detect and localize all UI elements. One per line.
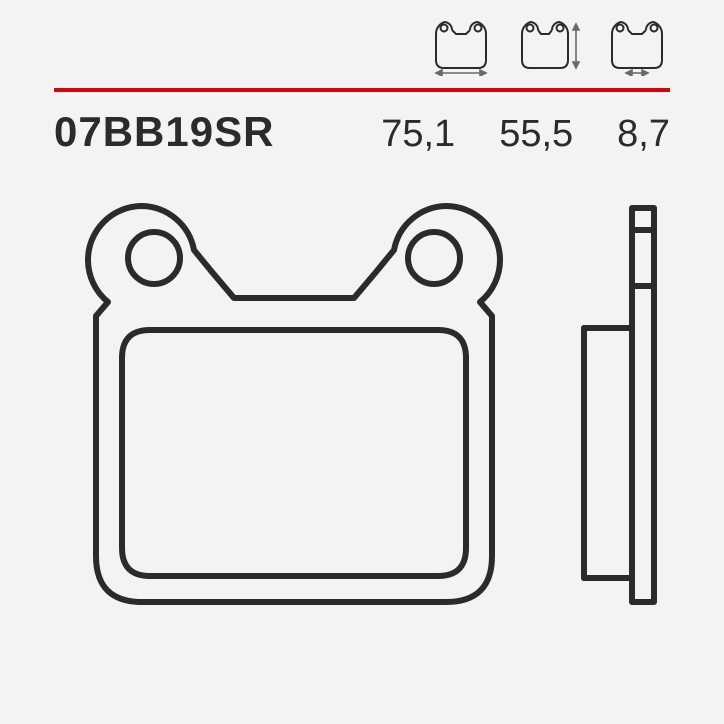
- header-dimension-icons: [430, 18, 668, 76]
- red-divider: [54, 88, 670, 92]
- dim-height: 55,5: [499, 113, 573, 156]
- technical-drawing: [54, 200, 670, 680]
- height-dim-icon: [516, 18, 582, 76]
- spec-row: 07BB19SR 75,1 55,5 8,7: [54, 108, 670, 156]
- dim-width: 75,1: [381, 113, 455, 156]
- part-number: 07BB19SR: [54, 108, 274, 156]
- dimension-values: 75,1 55,5 8,7: [381, 113, 670, 156]
- dim-thickness: 8,7: [617, 113, 670, 156]
- thickness-dim-icon: [606, 18, 668, 76]
- width-dim-icon: [430, 18, 492, 76]
